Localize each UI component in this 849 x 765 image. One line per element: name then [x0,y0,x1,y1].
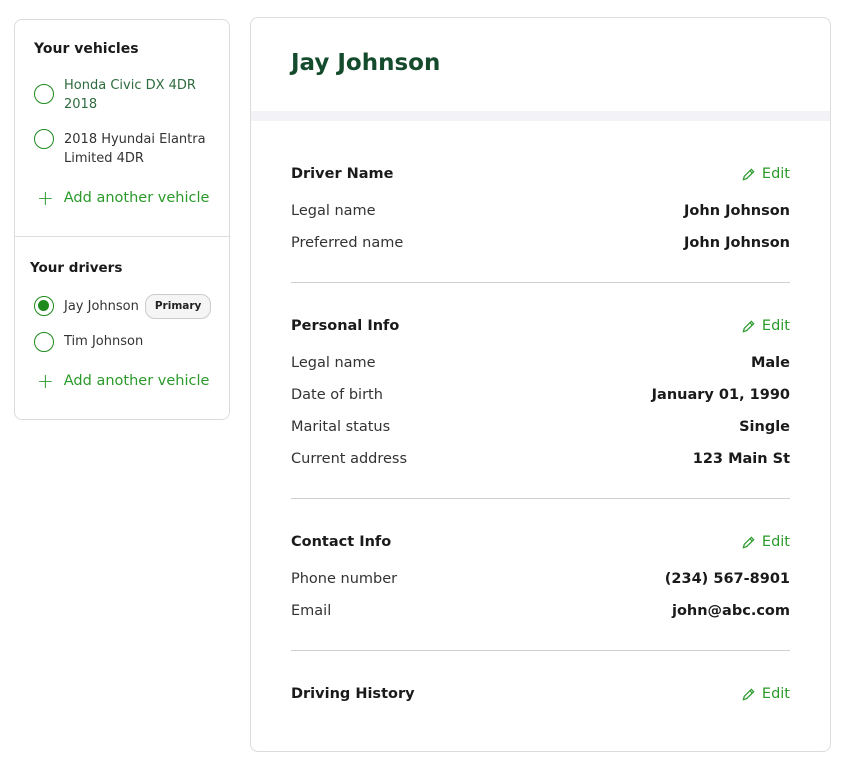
divider [15,236,229,237]
edit-button[interactable]: Edit [741,686,790,702]
section-contact-info: Contact Info Edit Phone number (234) 567-89… [291,499,790,651]
edit-button[interactable]: Edit [741,534,790,550]
pencil-icon [741,535,756,550]
section-personal-info: Personal Info Edit Legal name Male Date of b… [291,283,790,499]
driver-label: Jay Johnson Primary [64,294,212,319]
edit-label: Edit [761,534,790,550]
section-header: Driver Name Edit [291,161,790,187]
info-label: Preferred name [291,235,404,251]
info-value: (234) 567-8901 [664,571,790,587]
info-value: John Johnson [684,203,790,219]
info-row: Legal name John Johnson [291,195,790,227]
info-label: Current address [291,451,408,467]
info-row: Current address 123 Main St [291,443,790,475]
info-row: Email john@abc.com [291,595,790,627]
info-row: Preferred name John Johnson [291,227,790,259]
info-value: 123 Main St [692,451,790,467]
edit-label: Edit [761,166,790,182]
section-heading: Contact Info [291,534,392,550]
add-driver-label: Add another vehicle [63,373,210,389]
page-title: Jay Johnson [291,50,441,76]
pencil-icon [741,687,756,702]
edit-button[interactable]: Edit [741,166,790,182]
vehicle-radio[interactable] [34,84,54,104]
section-driving-history: Driving History Edit [291,651,790,738]
sidebar-card: Your vehicles Honda Civic DX 4DR 2018 201… [14,19,230,420]
section-header: Contact Info Edit [291,529,790,555]
driver-label: Tim Johnson [64,334,144,349]
edit-label: Edit [761,318,790,334]
section-heading: Driving History [291,686,415,702]
info-row: Phone number (234) 567-8901 [291,563,790,595]
info-label: Date of birth [291,387,383,403]
section-driver-name: Driver Name Edit Legal name John Johnson Pre… [291,121,790,283]
header-band [251,111,830,121]
info-label: Marital status [291,419,391,435]
info-value: January 01, 1990 [651,387,790,403]
info-value: Single [739,419,790,435]
info-row: Legal name Male [291,347,790,379]
section-header: Driving History Edit [291,681,790,707]
info-label: Legal name [291,203,376,219]
section-header: Personal Info Edit [291,313,790,339]
pencil-icon [741,319,756,334]
info-label: Email [291,603,332,619]
primary-badge: Primary [144,294,212,319]
drivers-title: Your drivers [30,260,123,276]
vehicle-label: Honda Civic DX 4DR 2018 [64,78,196,112]
add-vehicle-button[interactable]: + Add another vehicle [37,188,209,208]
plus-icon: + [37,369,54,393]
driver-details-card: Jay Johnson Driver Name Edit Legal name Joh… [250,17,831,752]
driver-radio[interactable] [34,332,54,352]
pencil-icon [741,167,756,182]
edit-label: Edit [761,686,790,702]
info-label: Phone number [291,571,398,587]
edit-button[interactable]: Edit [741,318,790,334]
vehicle-label: 2018 Hyundai Elantra Limited 4DR [64,132,206,166]
section-heading: Personal Info [291,318,400,334]
add-driver-button[interactable]: + Add another vehicle [37,371,209,391]
section-heading: Driver Name [291,166,394,182]
info-row: Marital status Single [291,411,790,443]
vehicle-radio[interactable] [34,129,54,149]
info-row: Date of birth January 01, 1990 [291,379,790,411]
plus-icon: + [37,186,54,210]
details-sections: Driver Name Edit Legal name John Johnson Pre… [291,121,790,738]
info-label: Legal name [291,355,376,371]
driver-radio-selected[interactable] [34,296,54,316]
vehicles-title: Your vehicles [34,41,139,57]
info-value: Male [750,355,790,371]
info-value: john@abc.com [671,603,790,619]
add-vehicle-label: Add another vehicle [63,190,210,206]
info-value: John Johnson [684,235,790,251]
